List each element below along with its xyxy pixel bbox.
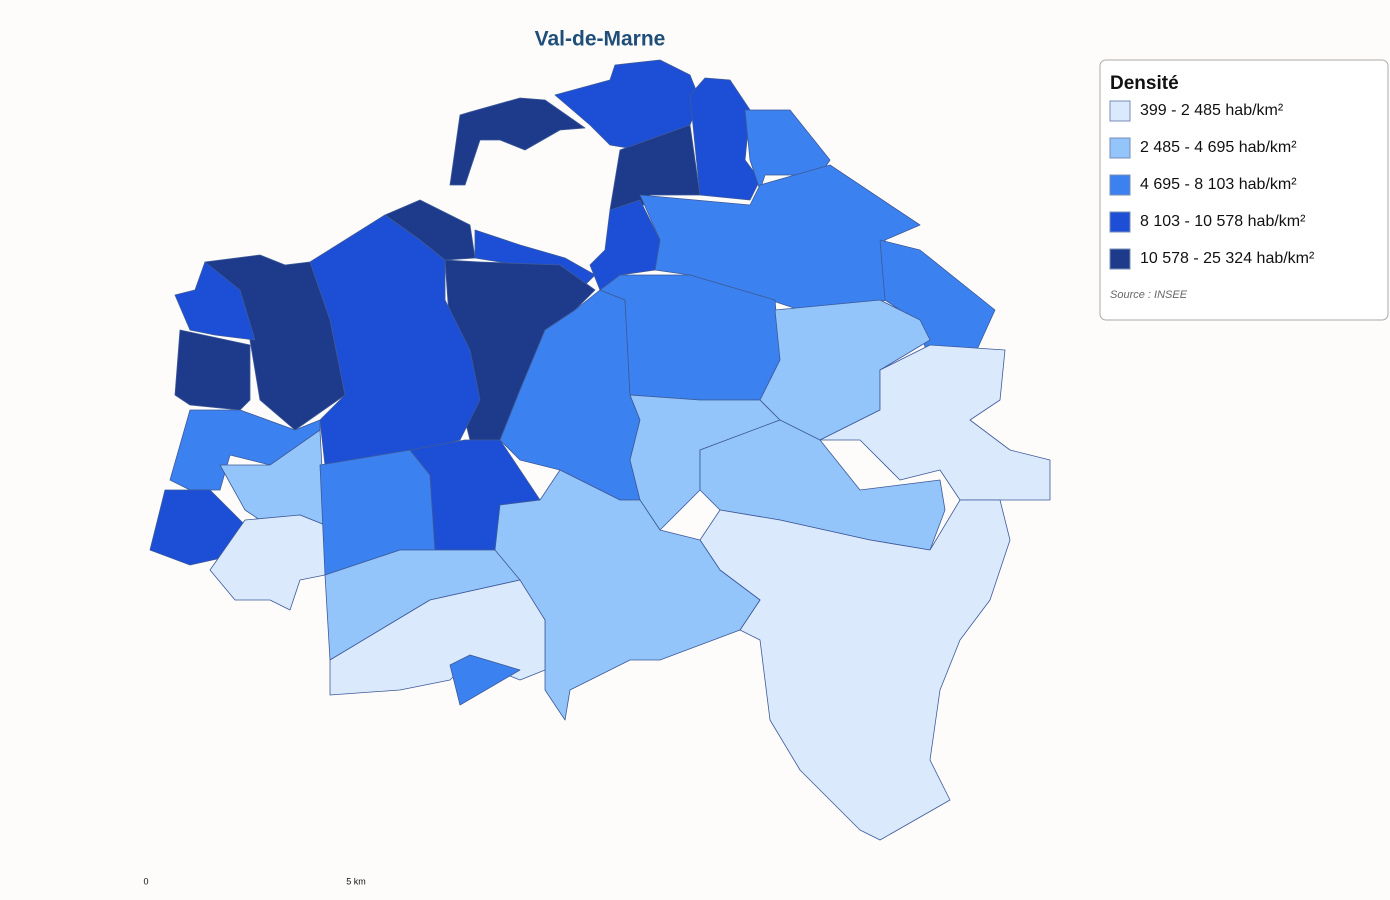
commune xyxy=(819,344,1051,501)
commune xyxy=(699,419,946,551)
commune xyxy=(174,261,256,341)
legend-label: 8 103 - 10 578 hab/km² xyxy=(1140,213,1306,230)
legend-swatch xyxy=(1109,248,1131,270)
legend-label: 10 578 - 25 324 hab/km² xyxy=(1140,250,1315,267)
legend-label: 4 695 - 8 103 hab/km² xyxy=(1140,176,1297,193)
legend-swatch xyxy=(1109,137,1131,159)
source: Source : INSEE xyxy=(1110,289,1188,301)
legend-swatch xyxy=(1109,211,1131,233)
commune xyxy=(309,214,481,466)
communes xyxy=(149,59,1051,841)
commune xyxy=(494,469,761,721)
commune xyxy=(449,654,521,706)
legend-swatch xyxy=(1109,100,1131,122)
legend-box xyxy=(1099,59,1389,321)
commune xyxy=(209,514,326,611)
legend-swatch xyxy=(1109,174,1131,196)
commune xyxy=(744,109,831,191)
legend-label: 399 - 2 485 hab/km² xyxy=(1140,102,1284,119)
scale-end: 5 km xyxy=(346,876,366,886)
commune xyxy=(699,499,1011,841)
legend-items: 399 - 2 485 hab/km² 2 485 - 4 695 hab/km²… xyxy=(1109,100,1315,270)
commune xyxy=(174,329,251,411)
commune xyxy=(689,77,761,201)
legend-title: Densité xyxy=(1110,73,1179,94)
map-title: Val-de-Marne xyxy=(535,28,666,51)
legend-label: 2 485 - 4 695 hab/km² xyxy=(1140,139,1297,156)
scale-start: 0 xyxy=(143,876,148,886)
legend: Densité 399 - 2 485 hab/km² 2 485 - 4 695… xyxy=(1099,59,1389,321)
commune xyxy=(449,97,586,186)
